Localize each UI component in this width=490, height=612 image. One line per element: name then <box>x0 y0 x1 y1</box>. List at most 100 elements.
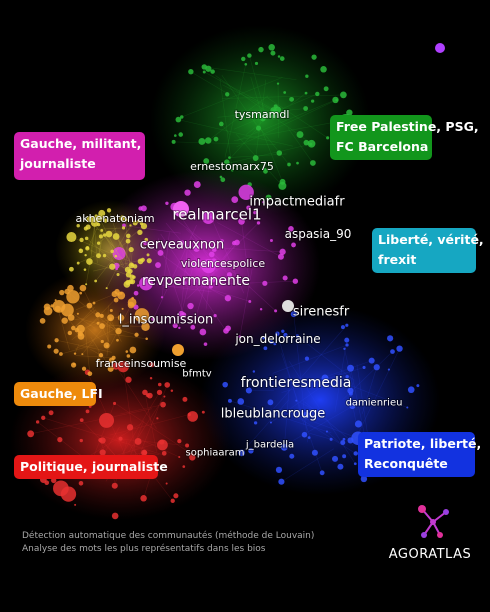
node-dot <box>320 409 325 413</box>
network-nodes <box>27 43 445 520</box>
edge <box>99 217 126 270</box>
node-dot <box>163 395 166 398</box>
community-label: journaliste <box>19 156 96 171</box>
node-dot <box>108 357 115 363</box>
node-dot <box>171 139 176 144</box>
node-dot <box>137 258 144 265</box>
node-dot <box>268 44 275 51</box>
node-dot <box>193 244 201 252</box>
node-dot <box>170 498 175 503</box>
node-dot <box>219 121 224 127</box>
node-dot <box>107 365 114 372</box>
node-dot <box>178 132 184 137</box>
node-dot <box>116 272 120 277</box>
node-dot <box>113 297 119 303</box>
node-dot <box>315 91 320 97</box>
node-label: sirenesfr <box>293 305 350 320</box>
edge <box>75 355 114 359</box>
node-dot <box>112 233 120 240</box>
node-dot <box>52 299 66 313</box>
node-dot <box>288 225 294 232</box>
edge <box>145 283 212 292</box>
edge <box>270 372 341 423</box>
node-dot <box>128 246 134 253</box>
node-dot <box>185 443 190 448</box>
node-dot <box>83 226 89 231</box>
edge <box>107 304 132 350</box>
node-dot <box>213 136 219 142</box>
edge <box>217 108 306 118</box>
node-dot <box>83 268 87 271</box>
edge <box>88 224 99 248</box>
community-label: Gauche, LFI <box>20 386 103 401</box>
edge <box>259 125 283 182</box>
node-dot <box>302 411 310 419</box>
node-dot <box>99 449 106 456</box>
node-dot <box>172 344 184 356</box>
node-dot <box>296 161 299 165</box>
node-dot <box>140 495 147 502</box>
edge <box>56 339 112 353</box>
node-dot <box>182 465 186 468</box>
edge <box>217 222 282 258</box>
node-dot <box>283 91 287 94</box>
node-dot <box>175 116 182 123</box>
edge <box>110 333 147 340</box>
edge <box>290 92 307 106</box>
node-dot <box>74 503 77 506</box>
edge <box>84 327 91 374</box>
edge <box>116 403 192 455</box>
edge <box>295 415 356 454</box>
node-dot <box>305 74 309 78</box>
node-label: realmarcel1 <box>172 205 261 223</box>
node-dot <box>79 418 84 422</box>
edge <box>86 238 118 265</box>
node-dot <box>137 219 141 223</box>
node-dot <box>344 337 350 343</box>
node-dot <box>165 201 169 205</box>
node-dot <box>161 450 167 456</box>
edge <box>115 365 157 429</box>
node-dot <box>103 218 107 223</box>
node-dot <box>245 387 252 394</box>
node-dot <box>146 258 152 264</box>
edge <box>106 269 117 289</box>
node-dot <box>241 56 246 62</box>
node-dot <box>390 349 395 354</box>
node-dot <box>280 443 288 451</box>
node-dot <box>59 352 63 356</box>
edge <box>189 277 229 299</box>
node-dot <box>208 284 213 289</box>
node-dot <box>140 205 147 212</box>
node-dot <box>127 297 137 307</box>
node-dot <box>303 139 310 146</box>
node-dot <box>117 314 125 321</box>
node-dot <box>373 364 380 371</box>
node-dot <box>219 175 223 179</box>
edge <box>297 335 355 381</box>
node-dot <box>416 384 420 388</box>
edge <box>104 234 125 269</box>
node-label: jon_delorraine <box>234 332 320 346</box>
node-dot <box>66 290 80 304</box>
node-dot <box>347 364 354 372</box>
node-dot <box>128 262 135 269</box>
node-dot <box>125 238 131 244</box>
node-dot <box>98 352 104 358</box>
logo-text: AGORATLAS <box>389 547 472 562</box>
community-box <box>14 132 145 180</box>
node-dot <box>291 242 296 248</box>
node-dot <box>343 347 346 351</box>
node-dot <box>259 308 263 311</box>
edge <box>115 441 162 456</box>
node-dot <box>41 415 46 420</box>
edge <box>123 222 136 235</box>
community-box <box>372 228 476 273</box>
node-dot <box>115 267 118 271</box>
edge <box>74 344 80 354</box>
edge <box>204 66 297 81</box>
node-dot <box>111 512 119 520</box>
node-dot <box>301 431 308 438</box>
node-dot <box>292 278 299 284</box>
edge <box>190 71 228 94</box>
